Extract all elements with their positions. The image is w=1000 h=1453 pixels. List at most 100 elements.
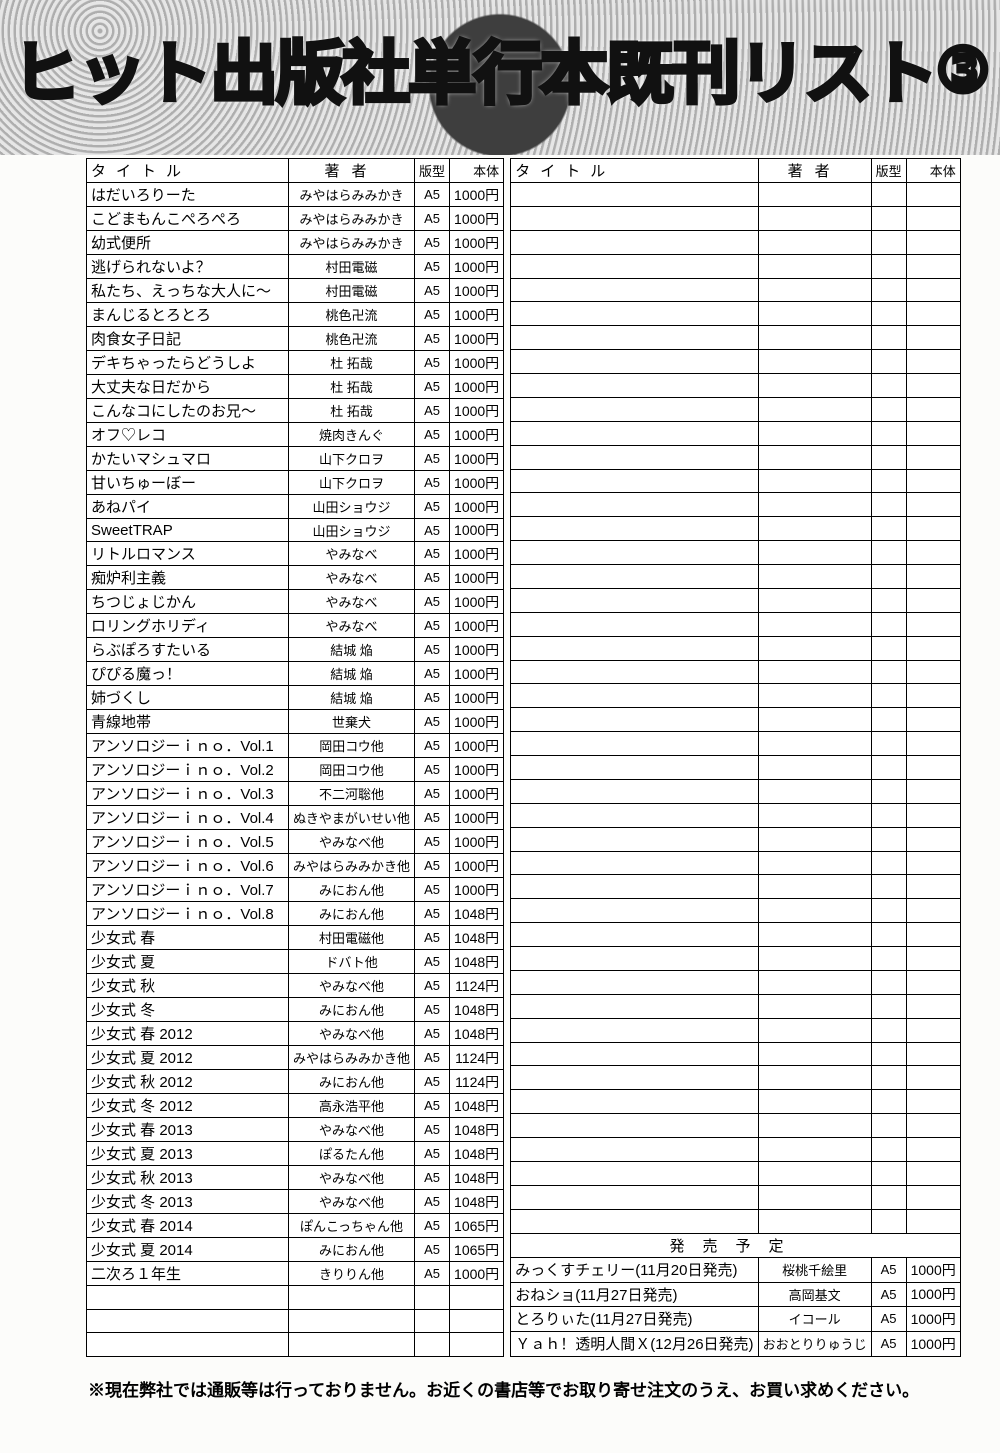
cell-price: 1000円: [450, 471, 504, 495]
cell-price: 1000円: [450, 854, 504, 878]
cell-author: 村田電磁: [289, 279, 415, 303]
cell-price: [906, 994, 960, 1018]
table-row: [511, 827, 961, 851]
cell-author: やみなべ他: [289, 1166, 415, 1190]
table-row: [511, 636, 961, 660]
cell-title: 少女式 夏 2014: [87, 1238, 289, 1262]
table-row: 二次ろ１年生きりりん他A51000円: [87, 1262, 504, 1286]
book-table-left: タイトル 著者 版型 本体 はだいろりーたみやはらみみかきA51000円こどまも…: [86, 158, 504, 1357]
cell-author: 岡田コウ他: [289, 758, 415, 782]
cell-format: A5: [871, 1331, 906, 1356]
cell-price: 1048円: [450, 1166, 504, 1190]
cell-author: [758, 588, 871, 612]
cell-title: [511, 827, 758, 851]
cell-price: 1124円: [450, 974, 504, 998]
cell-format: [871, 1090, 906, 1114]
table-row: オフ♡レコ焼肉きんぐA51000円: [87, 423, 504, 447]
cell-price: 1000円: [450, 447, 504, 471]
cell-price: [906, 1042, 960, 1066]
cell-format: [871, 541, 906, 565]
cell-author: [758, 756, 871, 780]
cell-title: こどまもんこぺろぺろ: [87, 207, 289, 231]
cell-format: [871, 875, 906, 899]
table-row: [511, 1161, 961, 1185]
table-row: アンソロジーｉｎｏ．Vol.4ぬきやまがいせい他A51000円: [87, 806, 504, 830]
cell-title: [511, 732, 758, 756]
table-row: [511, 851, 961, 875]
cell-title: [511, 1161, 758, 1185]
cell-author: 不二河聡他: [289, 782, 415, 806]
cell-author: [758, 350, 871, 374]
cell-author: やみなべ他: [289, 1118, 415, 1142]
table-row: [511, 397, 961, 421]
cell-title: [511, 660, 758, 684]
cell-title: 二次ろ１年生: [87, 1262, 289, 1286]
cell-author: みにおん他: [289, 902, 415, 926]
cell-title: [511, 517, 758, 541]
table-row: Ｙａｈ！透明人間Ｘ(12月26日発売)おおとりりゅうじA51000円: [511, 1331, 961, 1356]
cell-format: [871, 421, 906, 445]
cell-title: [511, 1209, 758, 1233]
cell-price: [906, 1209, 960, 1233]
cell-format: [871, 517, 906, 541]
cell-format: [871, 350, 906, 374]
cell-price: [906, 254, 960, 278]
cell-title: 少女式 夏: [87, 950, 289, 974]
cell-price: 1048円: [450, 1094, 504, 1118]
cell-author: [758, 732, 871, 756]
cell-price: 1000円: [450, 399, 504, 423]
cell-title: オフ♡レコ: [87, 423, 289, 447]
cell-title: [511, 206, 758, 230]
cell-price: 1000円: [450, 590, 504, 614]
cell-author: [758, 636, 871, 660]
cell-title: [87, 1286, 289, 1309]
cell-format: A5: [415, 495, 450, 519]
cell-title: アンソロジーｉｎｏ．Vol.7: [87, 878, 289, 902]
cell-format: [871, 612, 906, 636]
table-row: [511, 1066, 961, 1090]
cell-format: [871, 827, 906, 851]
cell-format: A5: [415, 998, 450, 1022]
table-row: まんじるとろとろ桃色卍流A51000円: [87, 303, 504, 327]
table-row: [511, 612, 961, 636]
cell-title: 少女式 夏 2012: [87, 1046, 289, 1070]
cell-format: [871, 708, 906, 732]
cell-title: 少女式 秋 2013: [87, 1166, 289, 1190]
cell-title: 肉食女子日記: [87, 327, 289, 351]
cell-format: A5: [415, 375, 450, 399]
table-row: [511, 302, 961, 326]
table-row: [511, 875, 961, 899]
cell-price: [450, 1333, 504, 1356]
cell-price: [450, 1309, 504, 1332]
cell-author: やみなべ: [289, 566, 415, 590]
cell-price: [906, 1138, 960, 1162]
cell-title: [511, 278, 758, 302]
table-row: [511, 1209, 961, 1233]
cell-price: 1048円: [450, 998, 504, 1022]
cell-title: ぴぴる魔っ！: [87, 662, 289, 686]
cell-format: A5: [415, 399, 450, 423]
cell-price: 1000円: [906, 1258, 960, 1283]
cell-title: 少女式 秋 2012: [87, 1070, 289, 1094]
table-row: 少女式 春 2013やみなべ他A51048円: [87, 1118, 504, 1142]
cell-price: 1000円: [450, 806, 504, 830]
table-row: 肉食女子日記桃色卍流A51000円: [87, 327, 504, 351]
cell-author: 山下クロヲ: [289, 447, 415, 471]
cell-format: [871, 326, 906, 350]
cell-price: [906, 469, 960, 493]
cell-format: [415, 1309, 450, 1332]
cell-title: [511, 421, 758, 445]
cell-title: [511, 684, 758, 708]
cell-format: A5: [415, 1238, 450, 1262]
cell-author: 世棄犬: [289, 710, 415, 734]
table-row: らぶぽろすたいる結城 焔A51000円: [87, 638, 504, 662]
cell-format: A5: [415, 590, 450, 614]
cell-author: [758, 684, 871, 708]
table-row: ぴぴる魔っ！結城 焔A51000円: [87, 662, 504, 686]
cell-author: 焼肉きんぐ: [289, 423, 415, 447]
cell-price: [906, 350, 960, 374]
cell-format: A5: [415, 806, 450, 830]
table-row: [511, 684, 961, 708]
cell-title: かたいマシュマロ: [87, 447, 289, 471]
table-row: [87, 1309, 504, 1332]
